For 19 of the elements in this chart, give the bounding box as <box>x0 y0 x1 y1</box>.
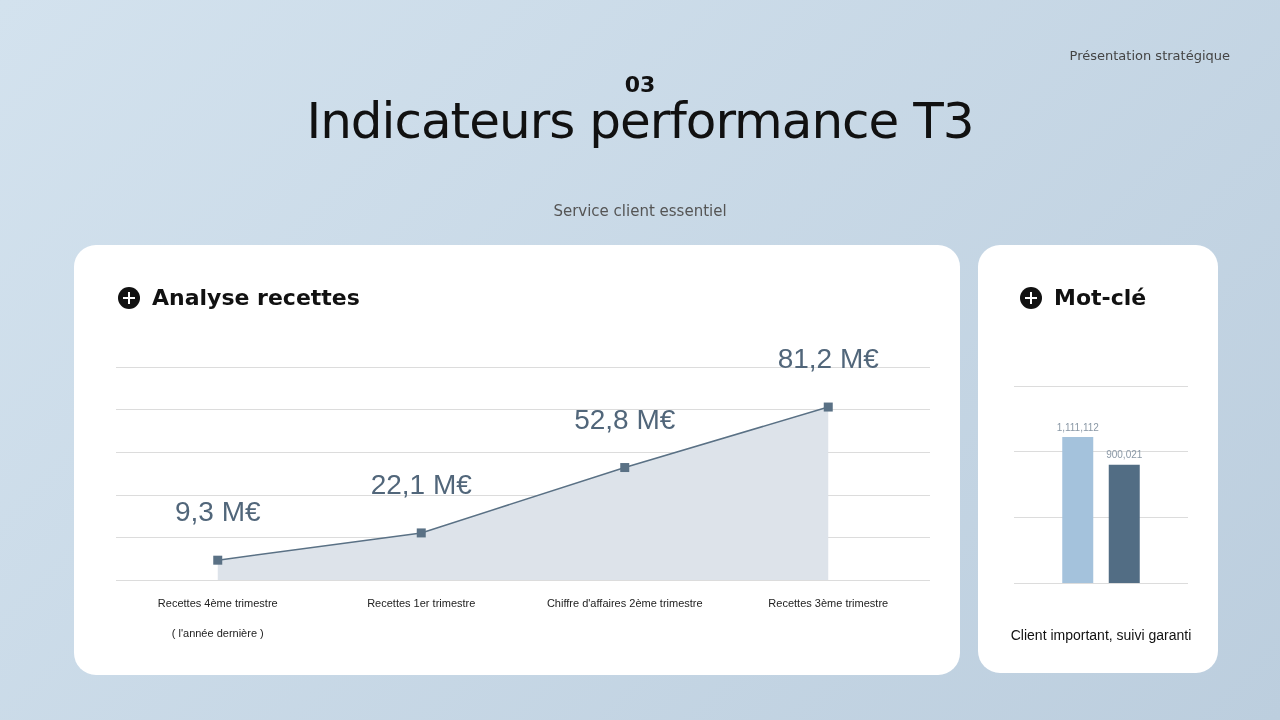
point <box>823 402 833 412</box>
point <box>416 528 426 538</box>
x-tick-label: Recettes 3ème trimestre <box>768 597 889 609</box>
point <box>213 555 223 565</box>
data-label: 22,1 M€ <box>370 468 473 500</box>
x-axis-title: Client important, suivi garanti <box>1010 627 1192 643</box>
x-tick-label: Recettes 1er trimestre <box>367 597 476 609</box>
data-label: 9,3 M€ <box>174 496 261 528</box>
point <box>620 463 630 473</box>
text: Service client essentiel <box>552 202 728 220</box>
category-label: Recettes 4ème trimestre ( l'année dernière ) <box>157 597 278 639</box>
text: Présentation stratégique <box>1069 48 1230 63</box>
data-label: 81,2 M€ <box>777 343 880 375</box>
x-tick-label: Chiffre d'affaires 2ème trimestre <box>546 597 703 609</box>
data-label: 1,111,112 <box>1056 421 1100 433</box>
chart-title: Mot-clé <box>1054 285 1147 310</box>
chart-title: Analyse recettes <box>152 285 360 310</box>
data-label: 900,021 <box>1106 449 1143 461</box>
data-label: 52,8 M€ <box>574 403 676 435</box>
